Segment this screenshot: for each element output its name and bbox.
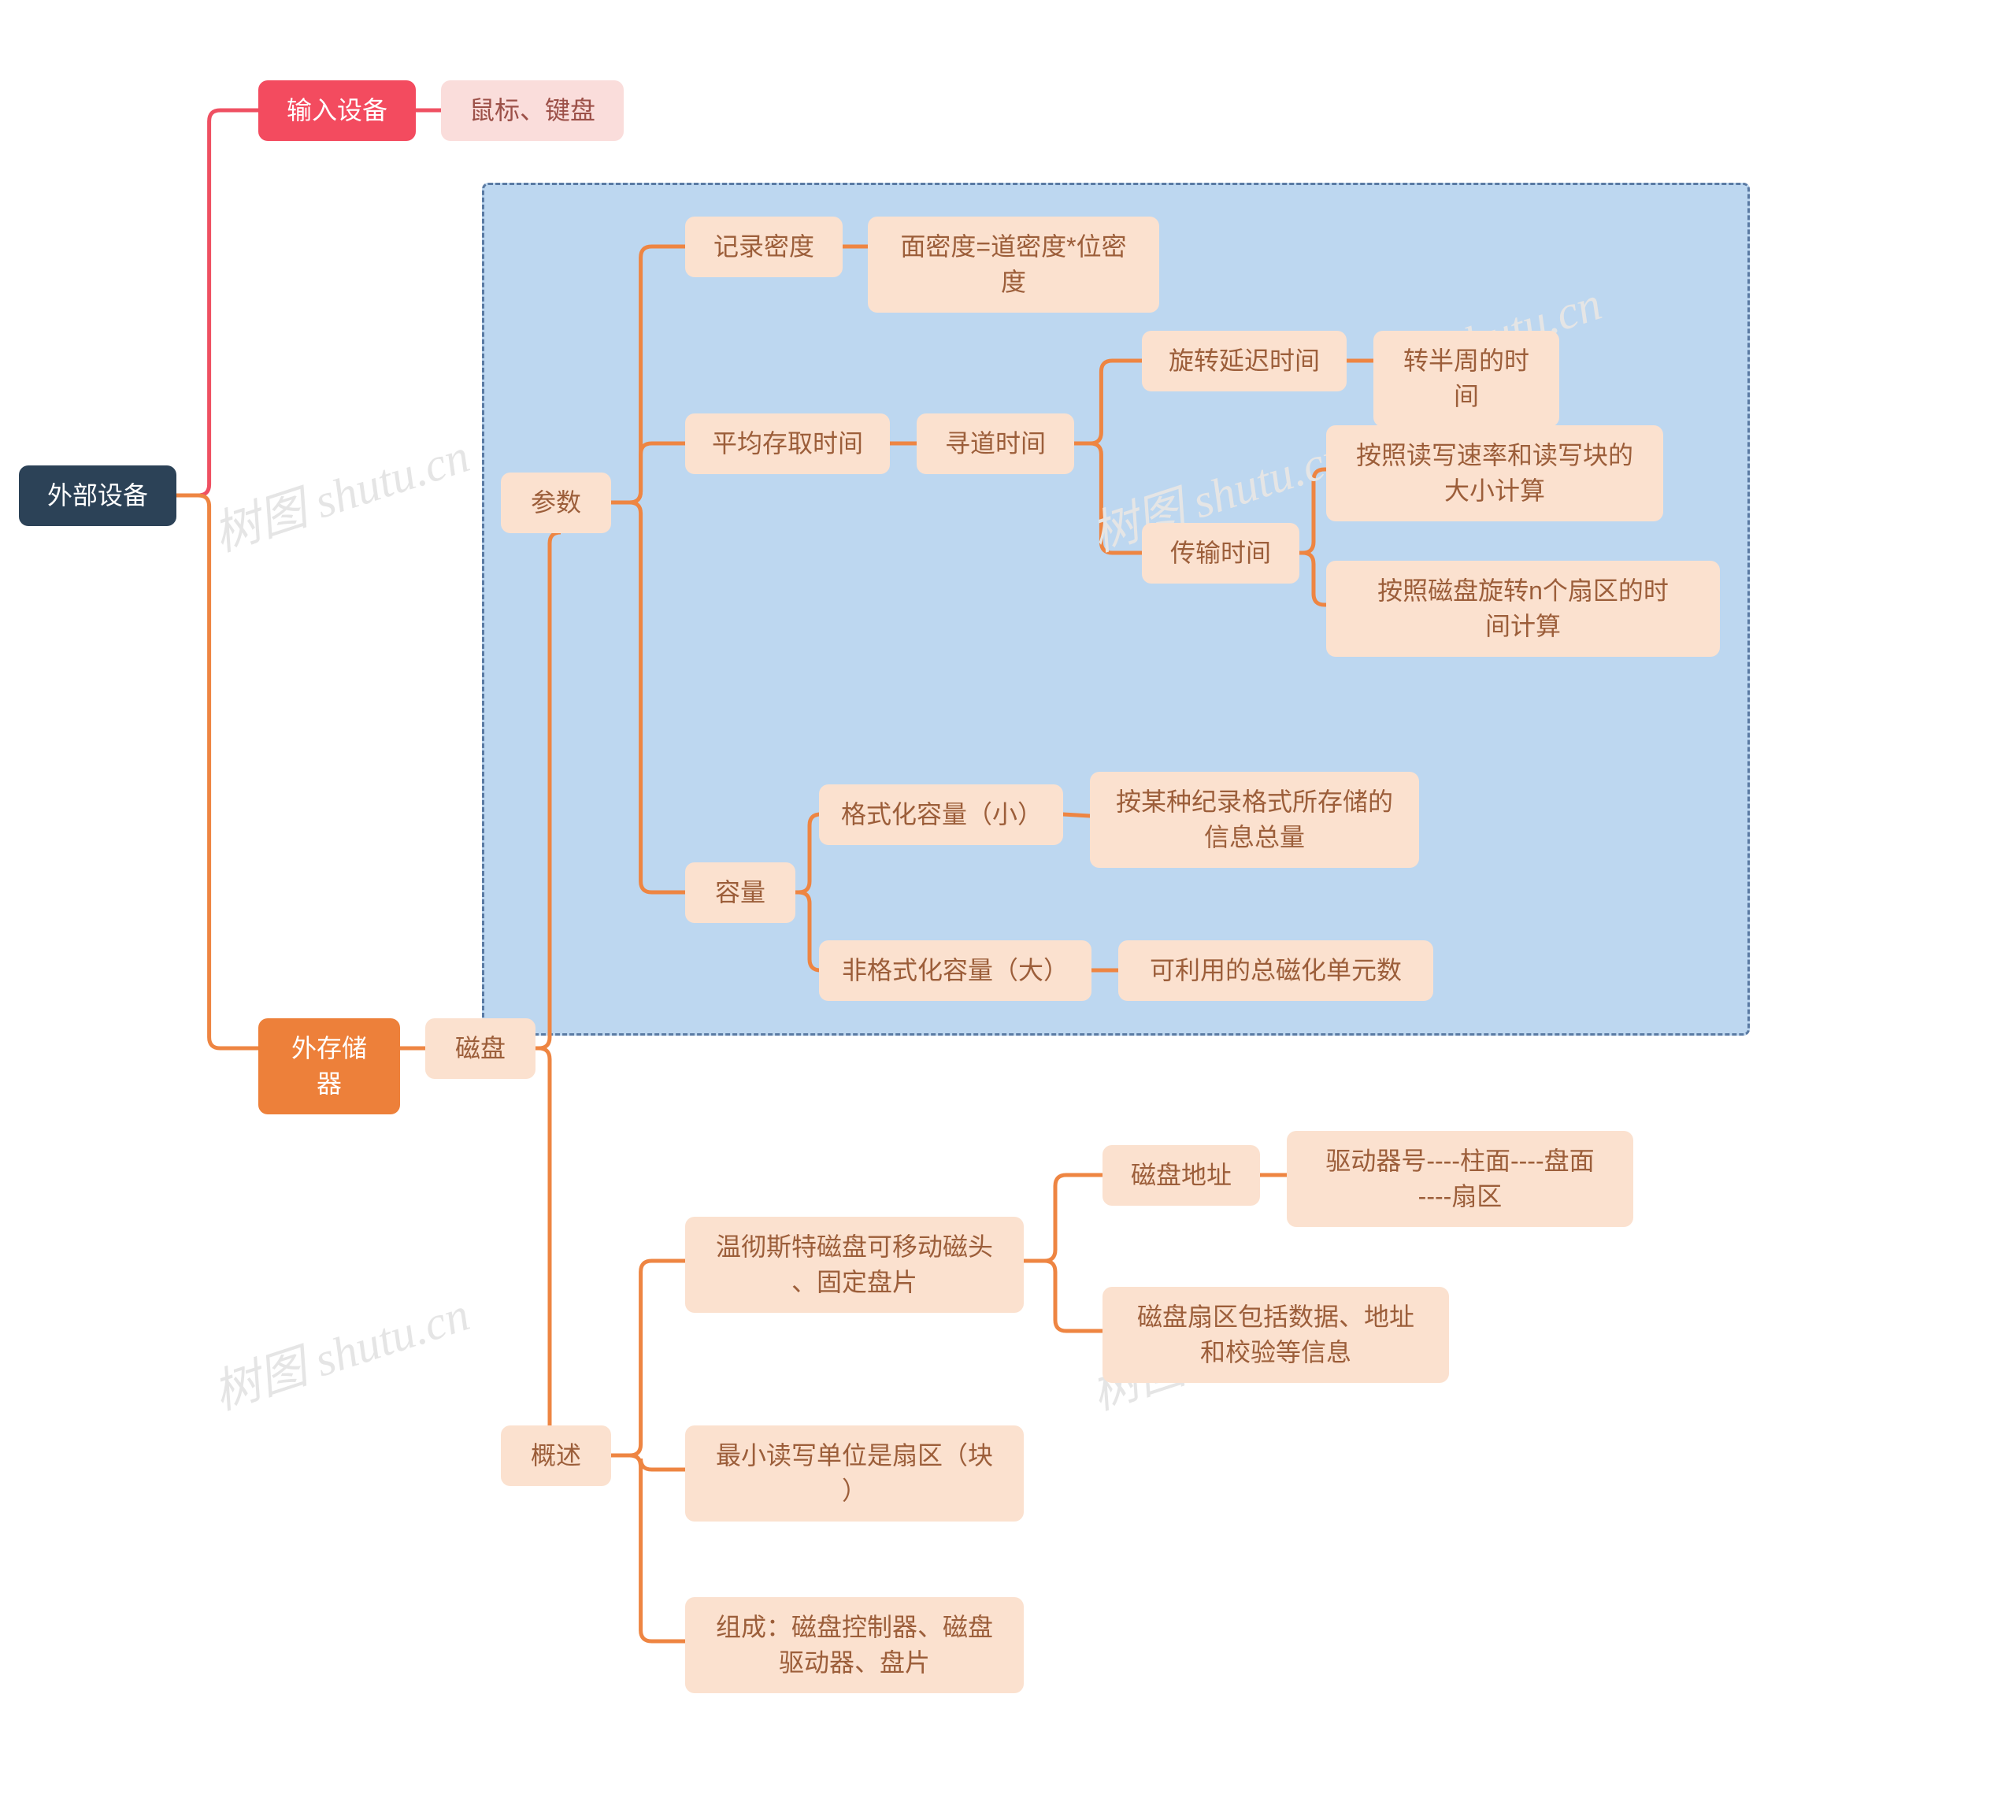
node-fci[interactable]: 按某种纪录格式所存储的 信息总量 xyxy=(1090,772,1419,868)
node-daddr[interactable]: 磁盘地址 xyxy=(1102,1145,1260,1206)
node-avgt[interactable]: 平均存取时间 xyxy=(685,413,890,474)
node-trans[interactable]: 传输时间 xyxy=(1142,523,1299,584)
node-comp[interactable]: 组成：磁盘控制器、磁盘 驱动器、盘片 xyxy=(685,1597,1024,1693)
node-disk[interactable]: 磁盘 xyxy=(425,1018,536,1079)
node-recd[interactable]: 记录密度 xyxy=(685,217,843,277)
node-dsect[interactable]: 磁盘扇区包括数据、地址 和校验等信息 xyxy=(1102,1287,1449,1383)
node-byrot[interactable]: 按照磁盘旋转n个扇区的时 间计算 xyxy=(1326,561,1720,657)
node-fcap[interactable]: 格式化容量（小） xyxy=(819,784,1063,845)
node-input[interactable]: 输入设备 xyxy=(258,80,416,141)
watermark: 树图 shutu.cn xyxy=(203,417,476,565)
node-uci[interactable]: 可利用的总磁化单元数 xyxy=(1118,940,1433,1001)
node-winch[interactable]: 温彻斯特磁盘可移动磁头 、固定盘片 xyxy=(685,1217,1024,1313)
connector xyxy=(1024,1175,1102,1261)
connector xyxy=(1024,1261,1102,1331)
node-minrw[interactable]: 最小读写单位是扇区（块 ） xyxy=(685,1425,1024,1522)
connector xyxy=(611,1261,685,1455)
node-ucap[interactable]: 非格式化容量（大） xyxy=(819,940,1091,1001)
node-byrw[interactable]: 按照读写速率和读写块的 大小计算 xyxy=(1326,425,1663,521)
node-extstg[interactable]: 外存储器 xyxy=(258,1018,400,1114)
node-halfr[interactable]: 转半周的时间 xyxy=(1373,331,1559,427)
node-area[interactable]: 面密度=道密度*位密度 xyxy=(868,217,1159,313)
node-ov[interactable]: 概述 xyxy=(501,1425,611,1486)
node-param[interactable]: 参数 xyxy=(501,473,611,533)
node-cap[interactable]: 容量 xyxy=(685,862,795,923)
connector xyxy=(611,1455,685,1641)
connector xyxy=(611,1455,685,1470)
node-drv[interactable]: 驱动器号----柱面----盘面 ----扇区 xyxy=(1287,1131,1633,1227)
connector xyxy=(536,1048,561,1455)
node-mouse[interactable]: 鼠标、键盘 xyxy=(441,80,624,141)
node-seek[interactable]: 寻道时间 xyxy=(917,413,1074,474)
connector xyxy=(176,110,258,495)
connector xyxy=(176,495,258,1048)
node-root[interactable]: 外部设备 xyxy=(19,465,176,526)
node-rotd[interactable]: 旋转延迟时间 xyxy=(1142,331,1347,391)
watermark: 树图 shutu.cn xyxy=(203,1276,476,1423)
